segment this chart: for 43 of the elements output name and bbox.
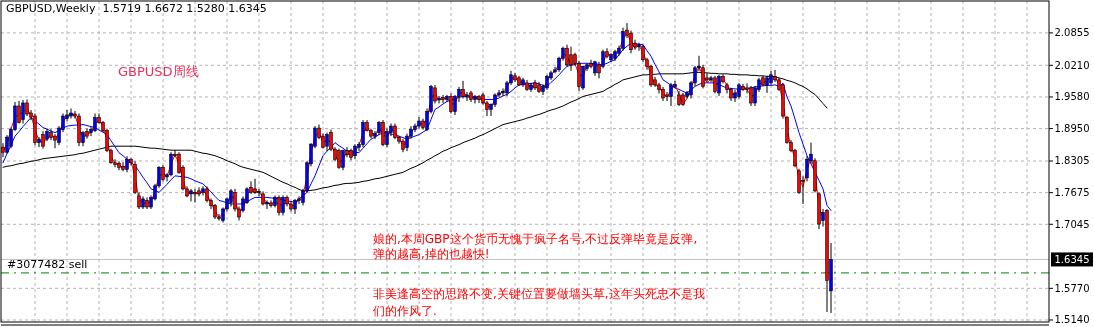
y-tick-label: 2.0210 [1054, 59, 1090, 71]
candlestick [325, 132, 329, 152]
candlestick [449, 92, 453, 115]
y-tick-label: 1.5770 [1054, 282, 1090, 294]
y-tick-label: 1.8950 [1054, 123, 1090, 135]
annotation: GBPUSD周线 [118, 64, 199, 79]
candlestick [441, 94, 445, 104]
candlestick [361, 119, 365, 148]
candlestick [461, 80, 465, 99]
candlestick [281, 194, 285, 216]
annotation: 们的作风了. [373, 304, 437, 318]
candlestick [717, 74, 721, 97]
candlestick [21, 99, 25, 125]
candlestick [565, 44, 569, 68]
candlestick [169, 151, 173, 177]
chart-title: GBPUSD,Weekly 1.5719 1.6672 1.5280 1.6345 [6, 2, 267, 15]
annotation: 娘的,本周GBP这个货币无愧于疯子名号,不过反弹毕竟是反弹, [373, 232, 698, 246]
annotation: 非美逢高空的思路不变,关键位置要做墙头草,这年头死忠不是我 [373, 287, 705, 301]
candlestick [749, 85, 753, 107]
candlestick [669, 82, 673, 107]
candlestick [193, 188, 197, 203]
y-tick-label: 1.5140 [1054, 314, 1090, 326]
candlestick [381, 119, 385, 147]
ref-line-label: 1.6345 [1054, 253, 1090, 265]
candlestick [765, 75, 769, 94]
candlestick [277, 194, 281, 216]
candlestick [121, 161, 125, 172]
candlestick [253, 178, 257, 195]
candlestick [477, 94, 481, 104]
candlestick [189, 188, 193, 202]
candlestick [69, 108, 73, 120]
candlestick [93, 113, 97, 133]
y-tick-label: 1.7045 [1054, 218, 1090, 230]
ref-line-label: #3077482 sell [7, 257, 88, 271]
candlestick [569, 46, 573, 72]
candlestick [581, 65, 585, 91]
annotation: 弹的越高,掉的也越快! [373, 247, 490, 261]
candlestick [465, 91, 469, 102]
y-tick-label: 2.0855 [1054, 27, 1090, 39]
candlestick [337, 148, 341, 170]
y-tick-label: 1.8305 [1054, 155, 1090, 167]
y-tick-label: 1.9580 [1054, 91, 1090, 103]
y-tick-label: 1.7675 [1054, 187, 1090, 199]
